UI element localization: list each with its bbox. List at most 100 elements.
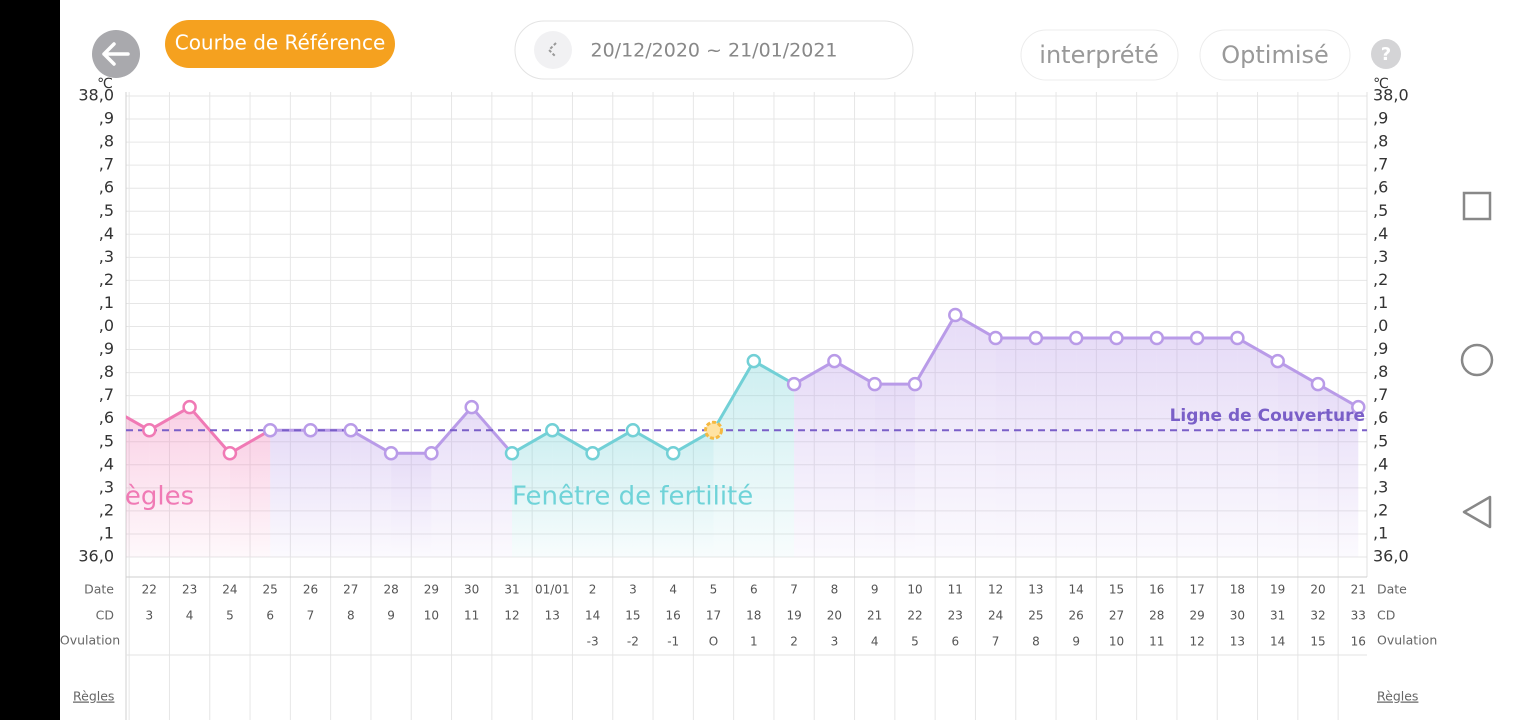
temperature-segment: [228, 428, 272, 455]
temperature-point: [1230, 330, 1245, 346]
ovulation-cell: -1: [667, 635, 679, 649]
phase-area: [471, 407, 512, 557]
y-tick-label: ,5: [99, 201, 114, 220]
date-cell: 14: [1069, 583, 1084, 597]
phase-area: [1156, 338, 1198, 557]
phase-area: [350, 430, 392, 557]
date-range[interactable]: 20/12/2020 ~ 21/01/2021: [514, 20, 914, 80]
nav-back[interactable]: [1462, 495, 1492, 529]
ovulation-cell: 9: [1072, 635, 1080, 649]
ovulation-cell: -2: [627, 635, 639, 649]
y-tick-label: ,6: [99, 408, 114, 427]
y-tick-label: 38,0: [78, 86, 114, 105]
temperature-point: [907, 376, 923, 392]
ovulation-cell: 6: [951, 635, 959, 649]
y-tick-label: ,9: [1373, 109, 1388, 128]
cd-cell: 3: [145, 609, 153, 623]
phase-area: [955, 314, 996, 557]
temperature-point: [786, 376, 802, 392]
cd-cell: 28: [1149, 609, 1164, 623]
date-cell: 26: [303, 583, 318, 597]
date-cell: 16: [1149, 583, 1164, 597]
cd-cell: 12: [504, 609, 519, 623]
cd-cell: 13: [545, 609, 560, 623]
date-cell: 5: [710, 583, 718, 597]
temperature-point: [1310, 376, 1326, 392]
temperature-segment: [550, 428, 595, 455]
phase-area: [512, 430, 553, 557]
y-tick-label: ,4: [99, 454, 114, 473]
phase-area: [1035, 338, 1077, 557]
y-tick-label: ,9: [99, 109, 114, 128]
cd-cell: 18: [746, 609, 761, 623]
reference-button[interactable]: Courbe de Référence: [165, 20, 395, 68]
date-cell: 20: [1310, 583, 1325, 597]
nav-home[interactable]: [1460, 343, 1494, 377]
y-tick-label: ,1: [1373, 293, 1388, 312]
phase-area: [391, 453, 432, 557]
y-tick-label: ,3: [1373, 247, 1388, 266]
tab-optimized[interactable]: Optimisé: [1199, 29, 1351, 81]
phase-area: [1237, 338, 1278, 557]
temperature-point: [1068, 330, 1084, 346]
y-tick-label: ,5: [1373, 201, 1388, 220]
temperature-point: [343, 422, 359, 438]
periods-link[interactable]: Règles: [1377, 689, 1418, 704]
back-arrow: [102, 42, 130, 66]
temperature-segment: [591, 428, 635, 455]
periods-link[interactable]: Règles: [73, 689, 114, 704]
date-cell: 4: [669, 583, 677, 597]
temperature-point: [262, 422, 278, 438]
date-cell: 25: [263, 583, 278, 597]
coverline-label: Ligne de Couverture: [1170, 406, 1365, 426]
y-tick-label: ,8: [99, 362, 114, 381]
phase-label: Fenêtre de fertilité: [512, 482, 753, 512]
nav-recents[interactable]: [1462, 191, 1492, 221]
temperature-point: [1351, 399, 1366, 415]
date-cell: 13: [1028, 583, 1043, 597]
cd-cell: 14: [585, 609, 600, 623]
y-tick-label: ,3: [99, 247, 114, 266]
lines: [126, 307, 1367, 461]
cd-cell: 8: [347, 609, 355, 623]
date-icon: [534, 31, 572, 69]
row-label: Date: [1377, 582, 1407, 597]
y-tick-label: ,8: [1373, 132, 1388, 151]
row-label: CD: [1377, 608, 1395, 623]
ovulation-cell: 2: [790, 635, 798, 649]
row-label: Date: [84, 582, 114, 597]
phase-area: [229, 430, 271, 557]
cd-cell: 7: [307, 609, 315, 623]
phase-area: [834, 361, 875, 557]
y-tick-label: ,0: [99, 316, 114, 335]
nav-bar: [1435, 0, 1520, 720]
cd-cell: 26: [1069, 609, 1084, 623]
help-button[interactable]: ?: [1371, 39, 1401, 69]
temperature-segment: [1235, 336, 1280, 363]
y-tick-label: ,5: [99, 431, 114, 450]
temperature-point: [988, 330, 1003, 346]
y-tick-label: ,1: [99, 523, 114, 542]
temperature-point: [585, 446, 600, 461]
phase-area: [1076, 338, 1117, 557]
ovulation-cell: 1: [750, 635, 758, 649]
temperature-segment: [792, 359, 836, 386]
temperature-point: [424, 446, 439, 461]
temperature-point: [383, 446, 399, 461]
tab-bg: [1199, 29, 1351, 81]
phase-area: [1197, 338, 1238, 557]
cd-cell: 20: [827, 609, 842, 623]
row-label: Ovulation: [1377, 633, 1437, 648]
cd-cell: 19: [786, 609, 801, 623]
date-cell: 24: [222, 583, 237, 597]
cd-cell: 15: [625, 609, 640, 623]
temperature-segment: [752, 359, 796, 386]
tab-bg: [1020, 29, 1179, 81]
back-button[interactable]: [92, 30, 140, 78]
tab-interpreted[interactable]: interprété: [1020, 29, 1179, 81]
date-cell: 27: [343, 583, 358, 597]
cd-cell: 22: [907, 609, 922, 623]
date-cell: 15: [1109, 583, 1124, 597]
date-cell: 8: [831, 583, 839, 597]
y-tick-label: ,5: [1373, 431, 1388, 450]
